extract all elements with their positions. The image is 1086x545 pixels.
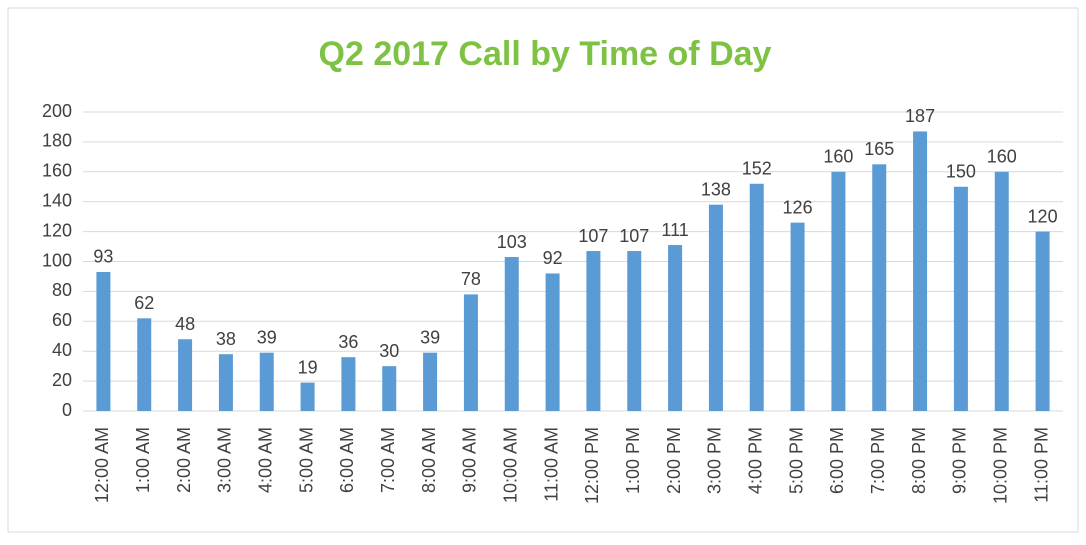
bar bbox=[218, 354, 233, 411]
data-label: 160 bbox=[987, 147, 1017, 167]
data-label: 93 bbox=[93, 247, 113, 267]
bar bbox=[953, 186, 968, 411]
y-tick-label: 120 bbox=[42, 220, 72, 240]
x-tick-label: 10:00 PM bbox=[991, 427, 1011, 504]
data-label: 126 bbox=[783, 197, 813, 217]
data-label: 138 bbox=[701, 179, 731, 199]
y-tick-label: 40 bbox=[52, 340, 72, 360]
y-tick-label: 140 bbox=[42, 190, 72, 210]
bar bbox=[178, 339, 193, 411]
bar bbox=[96, 271, 111, 411]
data-label: 19 bbox=[298, 357, 318, 377]
x-tick-label: 11:00 AM bbox=[541, 427, 561, 502]
x-tick-label: 2:00 AM bbox=[174, 427, 194, 493]
x-tick-label: 2:00 PM bbox=[664, 427, 684, 494]
x-tick-label: 12:00 PM bbox=[582, 427, 602, 504]
data-label: 36 bbox=[338, 332, 358, 352]
bar bbox=[137, 318, 152, 411]
bar bbox=[790, 222, 805, 411]
chart-border bbox=[7, 7, 1079, 533]
y-tick-label: 80 bbox=[52, 280, 72, 300]
x-tick-label: 10:00 AM bbox=[501, 427, 521, 503]
data-label: 107 bbox=[619, 226, 649, 246]
x-tick-label: 12:00 AM bbox=[92, 427, 112, 503]
x-tick-label: 9:00 AM bbox=[460, 427, 480, 493]
bar bbox=[300, 382, 315, 411]
bar bbox=[831, 171, 846, 411]
x-tick-label: 3:00 AM bbox=[215, 427, 235, 493]
x-tick-label: 8:00 PM bbox=[909, 427, 929, 494]
x-tick-label: 6:00 AM bbox=[337, 427, 357, 493]
x-tick-label: 11:00 PM bbox=[1031, 427, 1051, 503]
x-tick-label: 7:00 PM bbox=[868, 427, 888, 494]
bar bbox=[627, 251, 642, 411]
x-tick-label: 4:00 PM bbox=[746, 427, 766, 494]
data-label: 187 bbox=[905, 106, 935, 126]
x-tick-label: 9:00 PM bbox=[950, 427, 970, 494]
data-label: 103 bbox=[497, 232, 527, 252]
bar bbox=[463, 294, 478, 411]
x-tick-label: 8:00 AM bbox=[419, 427, 439, 493]
data-label: 107 bbox=[578, 226, 608, 246]
y-tick-label: 60 bbox=[52, 310, 72, 330]
bar bbox=[259, 352, 274, 411]
y-tick-label: 0 bbox=[62, 400, 72, 420]
bar bbox=[1035, 231, 1050, 411]
bar bbox=[586, 251, 601, 411]
bar bbox=[872, 164, 887, 411]
data-label: 92 bbox=[543, 248, 563, 268]
data-label: 152 bbox=[742, 159, 772, 179]
data-label: 150 bbox=[946, 162, 976, 182]
bar bbox=[668, 245, 683, 411]
x-tick-label: 5:00 PM bbox=[786, 427, 806, 494]
y-tick-label: 200 bbox=[42, 101, 72, 121]
x-tick-label: 3:00 PM bbox=[705, 427, 725, 494]
x-tick-label: 6:00 PM bbox=[827, 427, 847, 494]
bar bbox=[341, 357, 356, 411]
bar bbox=[423, 352, 438, 411]
bar bbox=[382, 366, 397, 411]
data-label: 30 bbox=[379, 341, 399, 361]
x-tick-label: 1:00 AM bbox=[133, 427, 153, 493]
bar bbox=[545, 273, 560, 411]
data-label: 48 bbox=[175, 314, 195, 334]
data-label: 78 bbox=[461, 269, 481, 289]
x-tick-label: 1:00 PM bbox=[623, 427, 643, 494]
y-tick-label: 20 bbox=[52, 370, 72, 390]
y-tick-label: 100 bbox=[42, 250, 72, 270]
y-tick-label: 160 bbox=[42, 161, 72, 181]
y-tick-label: 180 bbox=[42, 131, 72, 151]
data-label: 165 bbox=[864, 139, 894, 159]
bar bbox=[913, 131, 928, 411]
bar bbox=[749, 183, 764, 411]
data-label: 160 bbox=[823, 147, 853, 167]
data-label: 111 bbox=[661, 220, 688, 240]
data-label: 120 bbox=[1028, 206, 1058, 226]
chart-title: Q2 2017 Call by Time of Day bbox=[319, 35, 772, 73]
data-label: 62 bbox=[134, 293, 154, 313]
x-tick-label: 7:00 AM bbox=[378, 427, 398, 493]
bar bbox=[708, 204, 723, 411]
x-tick-label: 4:00 AM bbox=[256, 427, 276, 493]
bar bbox=[504, 257, 519, 411]
data-label: 39 bbox=[257, 327, 277, 347]
x-tick-label: 5:00 AM bbox=[296, 427, 316, 493]
bar bbox=[994, 171, 1009, 411]
data-label: 39 bbox=[420, 327, 440, 347]
data-label: 38 bbox=[216, 329, 236, 349]
